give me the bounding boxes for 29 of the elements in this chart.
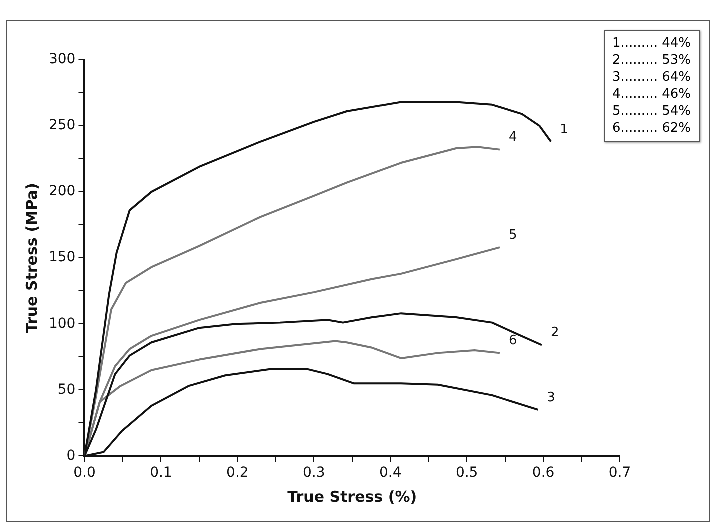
x-axis-title: True Stress (%) [288, 488, 418, 506]
annotation: 5......... 54% [612, 103, 691, 120]
series-label: 2 [551, 326, 560, 341]
x-tick-label: 0.4 [379, 465, 402, 482]
y-tick-label: 250 [48, 118, 76, 134]
annotation: 6......... 62% [612, 120, 691, 137]
x-tick-label: 0.0 [74, 465, 96, 482]
series-label: 1 [560, 122, 568, 138]
y-tick-label: 100 [48, 316, 76, 332]
x-tick-label: 0.3 [302, 465, 326, 482]
x-tick-label: 0.7 [608, 465, 632, 482]
series-label: 6 [508, 334, 518, 349]
x-tick-label: 0.5 [456, 465, 478, 482]
x-tick-label: 0.6 [532, 465, 555, 482]
annotation: 3......... 64% [612, 69, 691, 86]
x-tick-label: 0.2 [226, 465, 249, 482]
y-tick-label: 200 [48, 184, 76, 200]
series-label: 3 [547, 390, 556, 406]
series-label: 5 [508, 228, 518, 243]
y-tick-label: 300 [48, 52, 76, 68]
annotation: 2......... 53% [612, 52, 691, 69]
x-tick-label: 0.1 [150, 465, 172, 482]
series-label: 4 [508, 130, 518, 146]
y-tick-label: 0 [66, 448, 76, 464]
annotation: 4......... 46% [612, 86, 691, 103]
text: 1......... 44% [612, 35, 691, 52]
y-tick-label: 50 [58, 382, 76, 398]
y-tick-label: 150 [48, 250, 76, 266]
y-axis-title: True Stress (MPa) [22, 183, 41, 334]
